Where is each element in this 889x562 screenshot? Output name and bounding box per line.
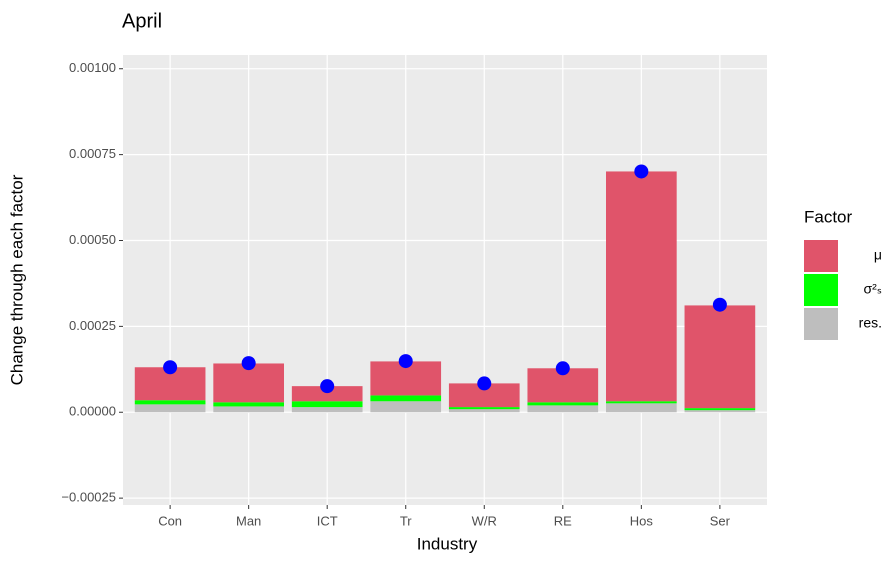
legend-label: σ²ₛ bbox=[863, 281, 882, 297]
legend-title: Factor bbox=[804, 207, 853, 226]
bar-segment bbox=[291, 386, 363, 402]
bar-segment bbox=[448, 407, 520, 410]
x-tick-label: RE bbox=[554, 513, 572, 528]
point bbox=[241, 356, 256, 371]
x-tick-label: Man bbox=[236, 513, 261, 528]
y-axis-title: Change through each factor bbox=[7, 174, 26, 385]
bar-segment bbox=[448, 409, 520, 413]
bar-segment bbox=[527, 405, 599, 413]
bar-segment bbox=[684, 408, 756, 411]
x-axis-title: Industry bbox=[417, 534, 478, 553]
point bbox=[712, 297, 727, 312]
bar-segment bbox=[684, 305, 756, 409]
x-tick-label: Hos bbox=[630, 513, 654, 528]
y-tick-label: 0.00050 bbox=[69, 232, 116, 247]
x-tick-label: W/R bbox=[472, 513, 497, 528]
bar-segment bbox=[134, 404, 206, 413]
y-tick-label: 0.00100 bbox=[69, 60, 116, 75]
bar-segment bbox=[370, 395, 442, 402]
legend-key bbox=[804, 274, 838, 306]
bar-segment bbox=[291, 407, 363, 413]
bar-segment bbox=[606, 403, 677, 413]
legend-key bbox=[804, 308, 838, 340]
y-tick-label: 0.00025 bbox=[69, 318, 116, 333]
point bbox=[477, 376, 492, 391]
x-tick-label: Tr bbox=[400, 513, 412, 528]
bar-segment bbox=[448, 383, 520, 408]
point bbox=[555, 361, 570, 376]
point bbox=[320, 379, 335, 394]
point bbox=[398, 354, 413, 369]
bar-segment bbox=[213, 406, 284, 413]
legend-label: res. bbox=[859, 315, 882, 331]
x-tick-label: Con bbox=[158, 513, 182, 528]
bar-segment bbox=[527, 402, 599, 406]
legend-key bbox=[804, 240, 838, 272]
bar-segment bbox=[606, 171, 677, 402]
y-tick-label: −0.00025 bbox=[61, 490, 116, 505]
chart-title: April bbox=[122, 10, 162, 32]
y-tick-label: 0.00000 bbox=[69, 404, 116, 419]
bar-segment bbox=[134, 400, 206, 405]
x-tick-label: Ser bbox=[710, 513, 731, 528]
bar-segment bbox=[213, 402, 284, 407]
bar-segment bbox=[684, 410, 756, 413]
bar-segment bbox=[606, 401, 677, 404]
point bbox=[163, 360, 178, 375]
bar-segment bbox=[370, 401, 442, 413]
legend-label: μ bbox=[874, 247, 882, 263]
point bbox=[634, 164, 649, 179]
y-tick-label: 0.00075 bbox=[69, 146, 116, 161]
bar-segment bbox=[291, 401, 363, 408]
x-tick-label: ICT bbox=[317, 513, 338, 528]
